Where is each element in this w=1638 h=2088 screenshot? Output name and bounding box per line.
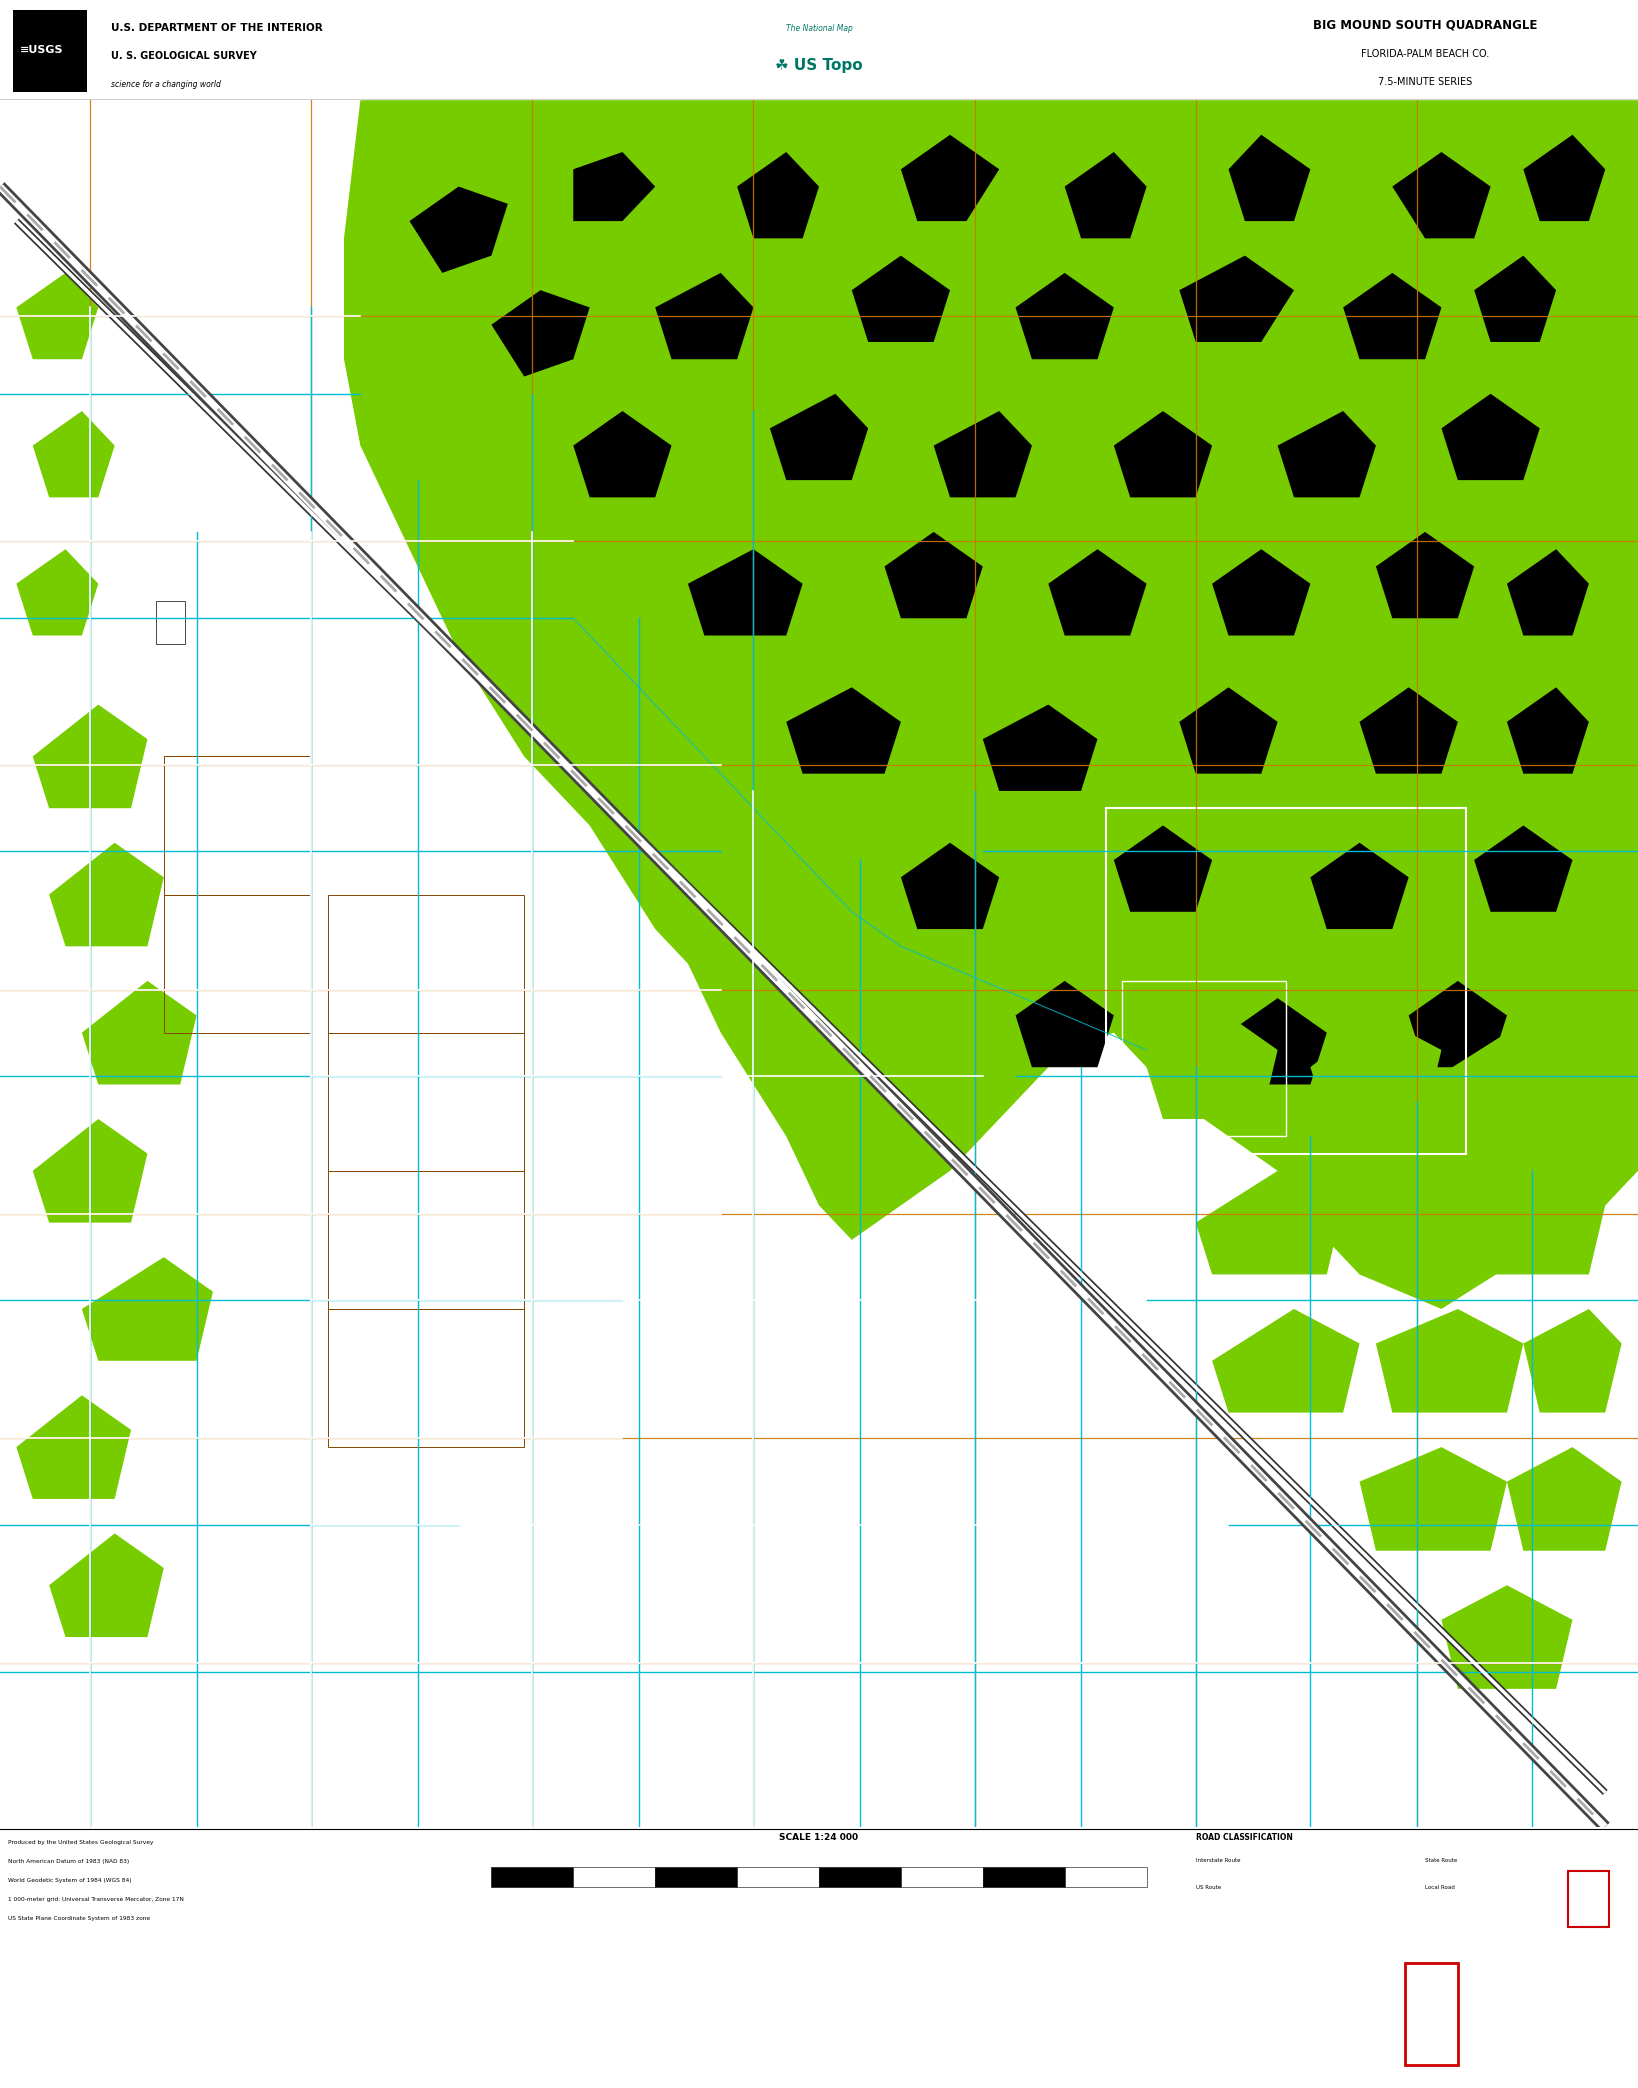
Polygon shape xyxy=(33,411,115,497)
Polygon shape xyxy=(1016,274,1114,359)
Bar xyxy=(655,1867,737,1888)
Bar xyxy=(1568,1871,1609,1927)
Polygon shape xyxy=(1065,152,1147,238)
Polygon shape xyxy=(1360,1447,1507,1551)
Polygon shape xyxy=(901,844,999,929)
Polygon shape xyxy=(1278,411,1376,497)
Bar xyxy=(1065,1867,1147,1888)
Polygon shape xyxy=(573,152,655,221)
Polygon shape xyxy=(1343,274,1441,359)
Polygon shape xyxy=(1310,844,1409,929)
Polygon shape xyxy=(1310,1015,1441,1119)
Text: World Geodetic System of 1984 (WGS 84): World Geodetic System of 1984 (WGS 84) xyxy=(8,1877,131,1883)
Polygon shape xyxy=(49,1533,164,1637)
Polygon shape xyxy=(33,1119,147,1224)
Bar xyxy=(819,1867,901,1888)
Polygon shape xyxy=(1196,1171,1343,1274)
Polygon shape xyxy=(934,411,1032,497)
Bar xyxy=(1106,808,1466,1153)
Polygon shape xyxy=(16,1395,131,1499)
Polygon shape xyxy=(1212,549,1310,635)
Polygon shape xyxy=(1474,255,1556,342)
Polygon shape xyxy=(16,549,98,635)
Polygon shape xyxy=(1179,255,1294,342)
Polygon shape xyxy=(1474,1171,1605,1274)
Text: ROAD CLASSIFICATION: ROAD CLASSIFICATION xyxy=(1196,1833,1292,1842)
Polygon shape xyxy=(786,687,901,775)
Polygon shape xyxy=(1507,1447,1622,1551)
Polygon shape xyxy=(344,100,1638,1309)
Text: SCALE 1:24 000: SCALE 1:24 000 xyxy=(780,1833,858,1842)
Polygon shape xyxy=(1523,136,1605,221)
Polygon shape xyxy=(1523,1309,1622,1414)
Polygon shape xyxy=(1376,532,1474,618)
Polygon shape xyxy=(1507,687,1589,775)
Polygon shape xyxy=(1507,549,1589,635)
Polygon shape xyxy=(885,532,983,618)
Polygon shape xyxy=(573,411,672,497)
Text: Interstate Route: Interstate Route xyxy=(1196,1858,1240,1862)
Polygon shape xyxy=(1114,411,1212,497)
Polygon shape xyxy=(1212,1309,1360,1414)
Polygon shape xyxy=(1441,395,1540,480)
Text: ≡USGS: ≡USGS xyxy=(20,46,64,54)
Text: U.S. DEPARTMENT OF THE INTERIOR: U.S. DEPARTMENT OF THE INTERIOR xyxy=(111,23,323,33)
Polygon shape xyxy=(655,274,753,359)
Polygon shape xyxy=(1048,549,1147,635)
Bar xyxy=(573,1867,655,1888)
Polygon shape xyxy=(1441,1585,1572,1689)
Polygon shape xyxy=(82,1257,213,1361)
Text: North American Datum of 1983 (NAD 83): North American Datum of 1983 (NAD 83) xyxy=(8,1858,129,1865)
Polygon shape xyxy=(1114,825,1212,912)
Polygon shape xyxy=(1409,981,1507,1067)
Text: US State Plane Coordinate System of 1983 zone: US State Plane Coordinate System of 1983… xyxy=(8,1915,151,1921)
Polygon shape xyxy=(770,395,868,480)
Text: BIG MOUND SOUTH QUADRANGLE: BIG MOUND SOUTH QUADRANGLE xyxy=(1314,19,1536,31)
Text: U. S. GEOLOGICAL SURVEY: U. S. GEOLOGICAL SURVEY xyxy=(111,50,257,61)
Polygon shape xyxy=(1147,1015,1278,1119)
Bar xyxy=(491,1867,573,1888)
Text: 1 000-meter grid: Universal Transverse Mercator, Zone 17N: 1 000-meter grid: Universal Transverse M… xyxy=(8,1896,183,1902)
Text: Produced by the United States Geological Survey: Produced by the United States Geological… xyxy=(8,1840,154,1846)
Bar xyxy=(156,601,185,645)
Text: 7.5-MINUTE SERIES: 7.5-MINUTE SERIES xyxy=(1378,77,1473,88)
Text: ☘ US Topo: ☘ US Topo xyxy=(775,58,863,73)
Polygon shape xyxy=(1343,1171,1491,1274)
Text: The National Map: The National Map xyxy=(786,23,852,33)
Polygon shape xyxy=(1376,1309,1523,1414)
Polygon shape xyxy=(1016,981,1114,1067)
Bar xyxy=(1122,981,1286,1136)
Polygon shape xyxy=(1425,1034,1556,1136)
Polygon shape xyxy=(82,981,197,1084)
Text: science for a changing world: science for a changing world xyxy=(111,79,221,88)
Polygon shape xyxy=(737,152,819,238)
Bar xyxy=(737,1867,819,1888)
Text: State Route: State Route xyxy=(1425,1858,1458,1862)
Polygon shape xyxy=(1179,687,1278,775)
Polygon shape xyxy=(49,844,164,946)
Polygon shape xyxy=(983,704,1097,791)
Polygon shape xyxy=(1474,825,1572,912)
Polygon shape xyxy=(491,290,590,376)
Polygon shape xyxy=(1392,152,1491,238)
Bar xyxy=(901,1867,983,1888)
Bar xyxy=(983,1867,1065,1888)
Text: FLORIDA-PALM BEACH CO.: FLORIDA-PALM BEACH CO. xyxy=(1361,50,1489,58)
Text: US Route: US Route xyxy=(1196,1885,1220,1890)
Text: Local Road: Local Road xyxy=(1425,1885,1455,1890)
Polygon shape xyxy=(901,136,999,221)
Polygon shape xyxy=(16,274,98,359)
Bar xyxy=(13,10,87,92)
Polygon shape xyxy=(852,255,950,342)
Bar xyxy=(1405,1963,1458,2065)
Polygon shape xyxy=(1228,998,1327,1084)
Polygon shape xyxy=(688,549,803,635)
Polygon shape xyxy=(410,186,508,274)
Polygon shape xyxy=(33,704,147,808)
Polygon shape xyxy=(1360,687,1458,775)
Polygon shape xyxy=(1228,136,1310,221)
